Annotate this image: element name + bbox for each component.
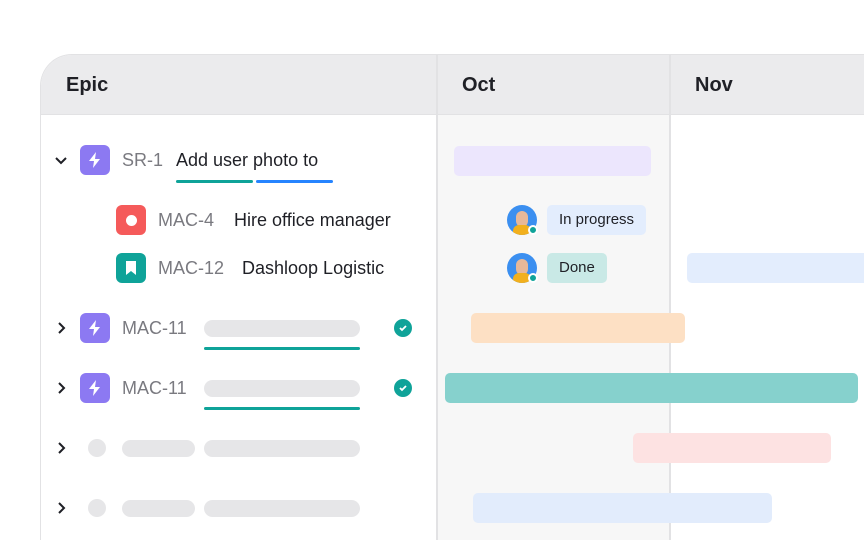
check-circle-icon [394, 379, 412, 397]
issue-key: MAC-11 [122, 378, 187, 398]
check-circle-icon [394, 319, 412, 337]
timeline-bar[interactable] [454, 146, 651, 176]
issue-key: MAC-11 [122, 318, 187, 338]
icon-placeholder [88, 499, 106, 517]
lightning-icon [80, 373, 110, 403]
chevron-down-icon[interactable] [53, 152, 69, 168]
lightning-icon [80, 313, 110, 343]
divider [669, 55, 671, 540]
chevron-right-icon[interactable] [53, 500, 69, 516]
chevron-right-icon[interactable] [53, 320, 69, 336]
online-status-dot [528, 273, 538, 283]
bug-icon [116, 205, 146, 235]
status-badge[interactable]: In progress [547, 205, 647, 235]
timeline-bar[interactable] [633, 433, 831, 463]
title-placeholder [204, 440, 360, 457]
month-header-nov: Nov [695, 74, 733, 96]
divider [436, 55, 438, 540]
progress-in-progress [256, 180, 333, 183]
issue-title[interactable]: Dashloop Logistic [242, 258, 385, 278]
bookmark-icon [116, 253, 146, 283]
title-placeholder [204, 320, 360, 337]
key-placeholder [122, 440, 195, 457]
timeline-bar[interactable] [687, 253, 864, 283]
key-placeholder [122, 500, 195, 517]
progress-done [176, 180, 253, 183]
timeline-bar[interactable] [445, 373, 858, 403]
status-badge[interactable]: Done [547, 253, 607, 283]
issue-title[interactable]: Hire office manager [234, 210, 391, 230]
lightning-icon [80, 145, 110, 175]
issue-key: MAC-12 [158, 258, 225, 278]
timeline-bar[interactable] [471, 313, 685, 343]
month-header-oct: Oct [462, 74, 496, 96]
timeline-bar[interactable] [473, 493, 772, 523]
progress-done [204, 407, 360, 410]
icon-placeholder [88, 439, 106, 457]
timeline-header [41, 55, 864, 115]
timeline-panel: Epic Oct Nov [40, 54, 864, 540]
online-status-dot [528, 225, 538, 235]
epic-column-header: Epic [66, 74, 109, 96]
progress-done [204, 347, 360, 350]
title-placeholder [204, 500, 360, 517]
issue-title[interactable]: Add user photo to [176, 150, 319, 170]
title-placeholder [204, 380, 360, 397]
issue-key: SR-1 [122, 150, 164, 170]
chevron-right-icon[interactable] [53, 380, 69, 396]
issue-key: MAC-4 [158, 210, 215, 230]
chevron-right-icon[interactable] [53, 440, 69, 456]
